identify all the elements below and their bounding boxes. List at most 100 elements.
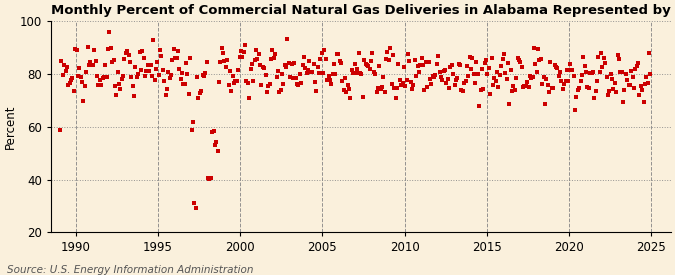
Point bbox=[548, 86, 559, 90]
Point bbox=[213, 80, 224, 84]
Point bbox=[599, 56, 610, 60]
Point bbox=[274, 90, 285, 95]
Point bbox=[535, 56, 546, 61]
Point bbox=[470, 81, 481, 85]
Point bbox=[362, 63, 373, 67]
Point bbox=[387, 53, 398, 58]
Point bbox=[212, 149, 223, 153]
Point bbox=[357, 95, 368, 99]
Point bbox=[311, 89, 322, 93]
Point bbox=[400, 84, 410, 88]
Point bbox=[448, 72, 458, 76]
Point bbox=[277, 72, 288, 76]
Point bbox=[393, 62, 404, 67]
Point bbox=[122, 49, 132, 54]
Point bbox=[304, 58, 315, 63]
Point bbox=[125, 60, 136, 64]
Point bbox=[416, 56, 427, 60]
Point bbox=[524, 74, 535, 78]
Point bbox=[551, 65, 562, 69]
Point bbox=[265, 82, 275, 87]
Point bbox=[506, 68, 516, 72]
Point bbox=[331, 52, 342, 57]
Point bbox=[507, 89, 518, 93]
Point bbox=[71, 48, 82, 52]
Point bbox=[603, 93, 614, 97]
Point bbox=[449, 82, 460, 87]
Point bbox=[144, 69, 155, 73]
Point bbox=[383, 58, 394, 63]
Point bbox=[321, 57, 331, 61]
Point bbox=[77, 79, 88, 84]
Point bbox=[271, 75, 282, 79]
Point bbox=[341, 90, 352, 94]
Point bbox=[249, 58, 260, 62]
Point bbox=[207, 130, 217, 134]
Point bbox=[534, 58, 545, 62]
Point bbox=[522, 79, 533, 84]
Point bbox=[398, 65, 409, 69]
Point bbox=[188, 120, 198, 124]
Point bbox=[589, 96, 599, 100]
Point bbox=[145, 63, 156, 67]
Point bbox=[560, 79, 571, 83]
Point bbox=[56, 59, 67, 63]
Point bbox=[450, 78, 461, 82]
Point bbox=[559, 82, 570, 86]
Point bbox=[176, 77, 186, 82]
Point bbox=[227, 74, 238, 78]
Point bbox=[113, 82, 124, 87]
Point bbox=[101, 75, 112, 79]
Point bbox=[253, 52, 264, 57]
Point bbox=[194, 91, 205, 95]
Point bbox=[293, 83, 304, 87]
Point bbox=[439, 68, 450, 72]
Point bbox=[463, 74, 474, 79]
Point bbox=[288, 76, 298, 80]
Point bbox=[80, 84, 90, 88]
Point bbox=[418, 63, 429, 67]
Point bbox=[419, 88, 430, 93]
Point bbox=[591, 79, 602, 84]
Point bbox=[516, 65, 527, 70]
Point bbox=[615, 70, 626, 74]
Point bbox=[167, 58, 178, 62]
Point bbox=[575, 79, 586, 83]
Point bbox=[325, 78, 335, 82]
Point bbox=[537, 82, 547, 86]
Point bbox=[263, 83, 273, 88]
Point bbox=[314, 71, 325, 75]
Point bbox=[353, 50, 364, 55]
Point bbox=[298, 54, 309, 59]
Point bbox=[585, 71, 595, 75]
Point bbox=[108, 58, 119, 62]
Point bbox=[500, 71, 511, 75]
Point bbox=[329, 62, 340, 66]
Point bbox=[510, 87, 520, 92]
Point bbox=[610, 81, 620, 85]
Point bbox=[197, 73, 208, 78]
Point bbox=[364, 67, 375, 71]
Point bbox=[196, 89, 207, 93]
Point bbox=[415, 63, 426, 68]
Point bbox=[366, 58, 377, 63]
Point bbox=[319, 48, 330, 52]
Point bbox=[67, 76, 78, 81]
Point bbox=[306, 70, 317, 74]
Point bbox=[317, 51, 327, 55]
Point bbox=[600, 61, 611, 65]
Point bbox=[225, 69, 236, 74]
Point bbox=[582, 84, 593, 89]
Point bbox=[100, 63, 111, 67]
Point bbox=[487, 83, 498, 88]
Point bbox=[618, 100, 628, 104]
Point bbox=[523, 85, 534, 90]
Point bbox=[186, 128, 197, 132]
Point bbox=[218, 51, 229, 55]
Point bbox=[539, 101, 550, 106]
Point bbox=[526, 76, 537, 80]
Point bbox=[193, 96, 204, 100]
Point bbox=[286, 62, 297, 67]
Point bbox=[278, 82, 289, 87]
Point bbox=[595, 70, 605, 75]
